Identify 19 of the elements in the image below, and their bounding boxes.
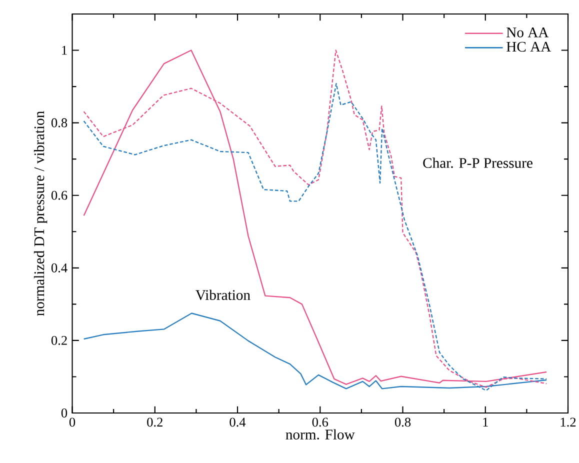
y-tick-label: 0.6	[51, 190, 68, 200]
y-tick-label: 0	[61, 408, 68, 418]
x-tick-label: 0.4	[230, 418, 246, 427]
y-tick-label: 0.4	[51, 263, 68, 272]
x-tick-label: 0.6	[312, 418, 328, 427]
y-axis-title: normalized DT pressure / vibration	[34, 111, 48, 316]
legend-label: HC AA	[506, 42, 552, 52]
x-tick-label: 0.8	[394, 418, 411, 427]
x-tick-label: 0.2	[147, 418, 162, 427]
annotation: Vibration	[196, 290, 250, 300]
annotation: Char. P-P Pressure	[423, 158, 532, 168]
legend-label: No AA	[506, 28, 549, 38]
y-tick-label: 0.8	[51, 118, 68, 128]
x-tick-label: 1	[483, 418, 488, 426]
x-tick-label: 0	[69, 418, 76, 427]
x-tick-label: 1.2	[560, 418, 576, 427]
x-axis-title: norm. Flow	[286, 429, 355, 440]
y-tick-label: 0.2	[51, 336, 67, 345]
y-tick-label: 1	[62, 46, 67, 55]
